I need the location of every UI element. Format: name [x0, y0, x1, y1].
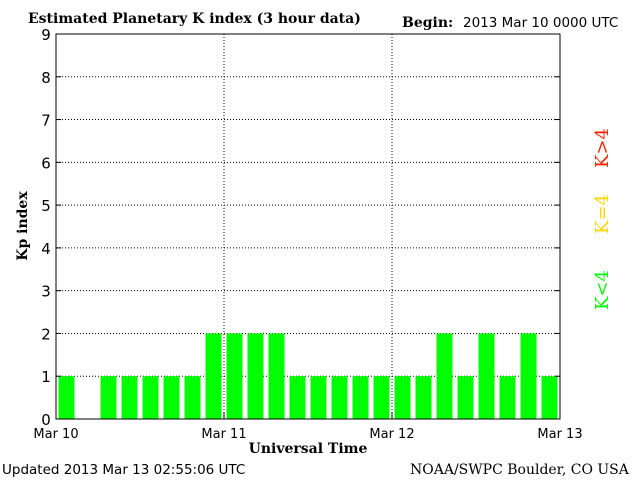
kp-bar — [436, 333, 453, 419]
kp-bar — [289, 376, 306, 419]
kp-bar — [184, 376, 201, 419]
begin-value: 2013 Mar 10 0000 UTC — [463, 15, 618, 31]
legend-k-equals-4: K=4 — [592, 194, 613, 234]
y-tick-label: 5 — [41, 197, 51, 215]
legend-k-less-4: K<4 — [592, 270, 613, 310]
kp-bar — [247, 333, 264, 419]
kp-bar — [394, 376, 411, 419]
chart-title: Estimated Planetary K index (3 hour data… — [28, 11, 361, 27]
x-axis-label: Universal Time — [249, 441, 368, 457]
kp-bar — [331, 376, 348, 419]
y-tick-label: 7 — [41, 112, 51, 130]
y-tick-label: 9 — [41, 26, 51, 44]
kp-bar — [478, 333, 495, 419]
plot-frame — [55, 33, 561, 420]
bars-group — [58, 333, 558, 419]
y-tick-label: 4 — [41, 240, 51, 258]
kp-bar — [373, 376, 390, 419]
y-tick-label: 3 — [41, 283, 51, 301]
x-tick-label: Mar 10 — [33, 427, 78, 442]
y-tick-label: 8 — [41, 69, 51, 87]
kp-bar — [58, 376, 75, 419]
kp-bar — [520, 333, 537, 419]
x-tick-label: Mar 13 — [537, 427, 582, 442]
kp-bar — [121, 376, 138, 419]
y-tick-label: 0 — [41, 411, 51, 429]
y-axis-label: Kp index — [15, 191, 31, 261]
y-tick-label: 1 — [41, 368, 51, 386]
x-tick-label: Mar 11 — [201, 427, 246, 442]
source-credit: NOAA/SWPC Boulder, CO USA — [410, 462, 630, 478]
x-tick-label: Mar 12 — [369, 427, 414, 442]
kp-bar — [457, 376, 474, 419]
kp-bar — [268, 333, 285, 419]
updated-timestamp: Updated 2013 Mar 13 02:55:06 UTC — [2, 462, 245, 478]
y-tick-label: 2 — [41, 325, 51, 343]
grid-lines — [56, 34, 560, 419]
kp-bar — [226, 333, 243, 419]
begin-label: Begin: — [402, 15, 453, 31]
kp-bar — [142, 376, 159, 419]
kp-bar — [541, 376, 558, 419]
kp-bar — [310, 376, 327, 419]
kp-bar — [415, 376, 432, 419]
kp-bar — [352, 376, 369, 419]
kp-bar — [163, 376, 180, 419]
kp-bar — [499, 376, 516, 419]
legend-k-greater-4: K>4 — [592, 128, 613, 168]
kp-bar — [100, 376, 117, 419]
kp-bar — [205, 333, 222, 419]
x-axis: Mar 10 Mar 11 Mar 12 Mar 13 — [33, 413, 583, 442]
y-tick-label: 6 — [41, 154, 51, 172]
y-axis: 0 1 2 3 4 5 6 7 8 9 — [41, 26, 560, 429]
